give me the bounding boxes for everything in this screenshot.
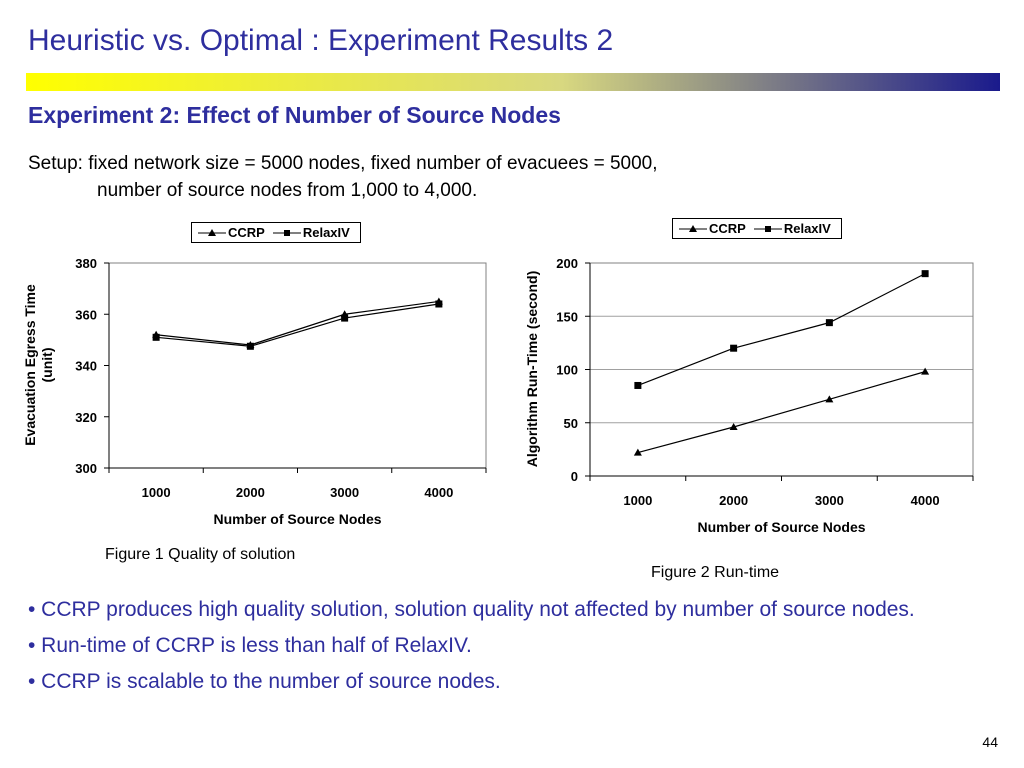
y-axis-title: Algorithm Run-Time (second): [524, 271, 540, 468]
legend-entry-relaxiv: RelaxIV: [272, 225, 350, 240]
chart-2: 0 50 100 150 200 1000 2000 3000 4000 Number of So…: [524, 256, 974, 535]
plot-area: [108, 262, 487, 469]
slide-subtitle: Experiment 2: Effect of Number of Source…: [28, 102, 561, 128]
setup-text-line1: Setup: fixed network size = 5000 nodes, …: [28, 153, 658, 174]
x-tick-label: 4000: [424, 485, 453, 500]
chart2-legend: CCRP RelaxIV: [672, 218, 842, 239]
x-tick-label: 1000: [623, 493, 652, 508]
y-axis-title: Evacuation Egress Time(unit): [22, 284, 55, 446]
data-point-ccrp: [729, 423, 738, 431]
figure2-caption: Figure 2 Run-time: [651, 564, 780, 581]
x-tick-label: 3000: [330, 485, 359, 500]
y-tick-label: 0: [571, 469, 578, 484]
legend-square-marker-icon: [272, 229, 301, 236]
data-point-ccrp: [921, 367, 930, 375]
y-tick-label: 300: [75, 461, 97, 476]
data-point-ccrp: [825, 395, 834, 403]
bullet-item: • CCRP is scalable to the number of sour…: [28, 670, 501, 693]
series-line-ccrp: [637, 371, 926, 454]
legend-entry-ccrp: CCRP: [198, 225, 265, 240]
y-tick-label: 320: [75, 410, 97, 425]
y-tick-label: 340: [75, 359, 97, 374]
bullet-list: • CCRP produces high quality solution, s…: [28, 594, 988, 702]
data-point-relaxiv: [435, 300, 443, 308]
legend-label: RelaxIV: [783, 221, 831, 236]
series-line-relaxiv: [637, 273, 926, 387]
x-tick-label: 4000: [911, 493, 940, 508]
x-tick-label: 2000: [719, 493, 748, 508]
legend-label: RelaxIV: [302, 225, 350, 240]
chart1-legend: CCRP RelaxIV: [191, 222, 361, 243]
y-tick-label: 200: [556, 256, 578, 271]
figure1-caption: Figure 1 Quality of solution: [105, 546, 296, 563]
y-tick-label: 100: [556, 363, 578, 378]
x-tick-label: 2000: [236, 485, 265, 500]
data-point-relaxiv: [825, 319, 833, 327]
bullet-item: • CCRP produces high quality solution, s…: [28, 598, 915, 621]
x-axis-title: Number of Source Nodes: [697, 519, 865, 535]
data-point-relaxiv: [341, 314, 349, 322]
data-point-relaxiv: [921, 270, 929, 278]
x-tick-label: 3000: [815, 493, 844, 508]
series-line-relaxiv: [156, 303, 439, 347]
data-point-ccrp: [633, 448, 642, 456]
legend-label: CCRP: [228, 225, 265, 240]
data-point-relaxiv: [246, 342, 254, 350]
y-tick-label: 360: [75, 307, 97, 322]
data-point-relaxiv: [730, 344, 738, 352]
legend-entry-ccrp: CCRP: [679, 221, 746, 236]
x-axis-title: Number of Source Nodes: [213, 511, 381, 527]
y-axis-title-line: (unit): [39, 348, 55, 383]
title-underline-bar: [26, 73, 1000, 91]
chart-1: 300 320 340 360 380 1000 2000 3000 4000 Number of…: [22, 256, 487, 527]
series-line-ccrp: [156, 300, 439, 346]
legend-entry-relaxiv: RelaxIV: [753, 221, 831, 236]
y-axis-title-line: Evacuation Egress Time: [22, 284, 38, 446]
setup-text-line2: number of source nodes from 1,000 to 4,0…: [97, 180, 478, 201]
data-point-relaxiv: [152, 333, 160, 341]
legend-triangle-marker-icon: [679, 224, 707, 232]
y-tick-label: 50: [564, 416, 578, 431]
y-tick-label: 380: [75, 256, 97, 271]
legend-square-marker-icon: [753, 225, 782, 232]
page-number: 44: [982, 734, 998, 750]
slide-title: Heuristic vs. Optimal : Experiment Resul…: [28, 24, 614, 57]
x-tick-label: 1000: [142, 485, 171, 500]
y-tick-label: 150: [556, 309, 578, 324]
legend-triangle-marker-icon: [198, 228, 226, 236]
legend-label: CCRP: [709, 221, 746, 236]
data-point-relaxiv: [634, 381, 642, 389]
bullet-item: • Run-time of CCRP is less than half of …: [28, 634, 472, 657]
